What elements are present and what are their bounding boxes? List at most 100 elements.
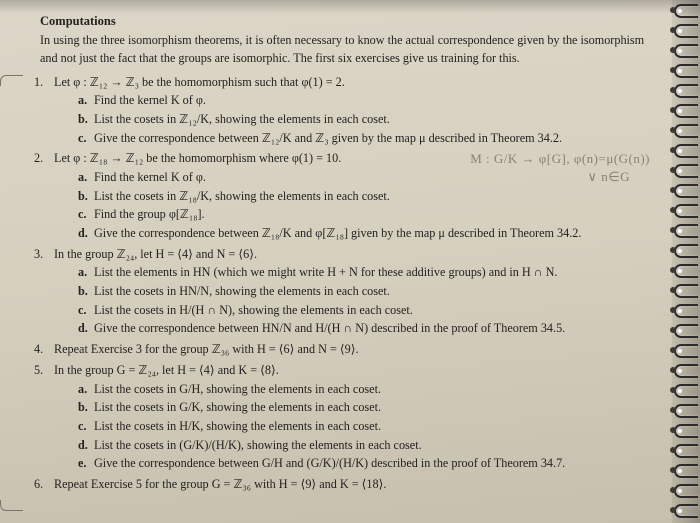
part-letter: b. bbox=[78, 399, 88, 417]
spiral-ring bbox=[674, 64, 698, 78]
exercise-1: 1. Let φ : ℤ₁₂ → ℤ₃ be the homomorphism … bbox=[34, 74, 660, 148]
textbook-page: Computations In using the three isomorph… bbox=[0, 0, 700, 523]
punch-hole bbox=[670, 127, 676, 133]
punch-hole bbox=[670, 347, 676, 353]
part-letter: e. bbox=[78, 455, 86, 473]
exercise-number: 5. bbox=[34, 362, 52, 380]
part-letter: b. bbox=[78, 188, 88, 206]
exercise-part: c. List the cosets in H/K, showing the el… bbox=[78, 418, 660, 436]
punch-hole bbox=[670, 7, 676, 13]
exercise-3: 3. In the group ℤ₂₄, let H = ⟨4⟩ and N =… bbox=[34, 246, 660, 338]
punch-hole bbox=[670, 507, 676, 513]
exercise-part: d.List the cosets in (G/K)/(H/K), showin… bbox=[78, 437, 660, 455]
spiral-ring bbox=[674, 244, 698, 258]
part-text: List the cosets in ℤ₁₈/K, showing the el… bbox=[94, 189, 390, 203]
punch-hole bbox=[670, 67, 676, 73]
part-letter: c. bbox=[78, 418, 86, 436]
exercise-stem: In the group G = ℤ₂₄, let H = ⟨4⟩ and K … bbox=[54, 363, 279, 377]
spiral-ring bbox=[674, 84, 698, 98]
exercise-4: 4. Repeat Exercise 3 for the group ℤ₃₆ w… bbox=[34, 341, 660, 359]
punch-hole bbox=[670, 167, 676, 173]
punch-hole bbox=[670, 47, 676, 53]
spiral-ring bbox=[674, 484, 698, 498]
exercise-part: c. List the cosets in H/(H ∩ N), showing … bbox=[78, 302, 660, 320]
spiral-ring bbox=[674, 324, 698, 338]
punch-hole bbox=[670, 87, 676, 93]
exercise-part: d.Give the correspondence between HN/N a… bbox=[78, 320, 660, 338]
spiral-ring bbox=[674, 304, 698, 318]
part-text: Find the kernel K of φ. bbox=[94, 170, 206, 184]
part-letter: c. bbox=[78, 130, 86, 148]
handwriting-annotation: ∨ n∈G bbox=[588, 168, 630, 187]
exercise-part: b. List the cosets in ℤ₁₈/K, showing the … bbox=[78, 188, 660, 206]
section-heading: Computations bbox=[40, 12, 660, 30]
intro-paragraph: In using the three isomorphism theorems,… bbox=[40, 32, 660, 67]
exercise-part: b.List the cosets in G/K, showing the el… bbox=[78, 399, 660, 417]
exercise-part: a. Find the kernel K of φ. bbox=[78, 92, 660, 110]
spiral-ring bbox=[674, 204, 698, 218]
part-letter: a. bbox=[78, 92, 87, 110]
exercise-number: 6. bbox=[34, 476, 52, 494]
spiral-ring bbox=[674, 444, 698, 458]
part-text: List the cosets in HN/N, showing the ele… bbox=[94, 284, 390, 298]
spiral-ring bbox=[674, 404, 698, 418]
punch-hole bbox=[670, 227, 676, 233]
spiral-ring bbox=[674, 504, 698, 518]
punch-hole bbox=[670, 107, 676, 113]
spiral-ring bbox=[674, 344, 698, 358]
spiral-ring bbox=[674, 384, 698, 398]
exercise-part: b.List the cosets in ℤ₁₂/K, showing the … bbox=[78, 111, 660, 129]
exercise-5: 5. In the group G = ℤ₂₄, let H = ⟨4⟩ and… bbox=[34, 362, 660, 473]
exercise-stem: Let φ : ℤ₁₈ → ℤ₁₂ be the homomorphism wh… bbox=[54, 151, 341, 165]
exercise-stem: Let φ : ℤ₁₂ → ℤ₃ be the homomorphism suc… bbox=[54, 75, 345, 89]
exercise-part: b.List the cosets in HN/N, showing the e… bbox=[78, 283, 660, 301]
punch-hole bbox=[670, 447, 676, 453]
part-letter: a. bbox=[78, 381, 87, 399]
spiral-ring bbox=[674, 284, 698, 298]
exercise-part: a. Find the kernel K of φ. bbox=[78, 169, 660, 187]
punch-hole bbox=[670, 207, 676, 213]
part-text: List the cosets in (G/K)/(H/K), showing … bbox=[94, 438, 422, 452]
part-text: Give the correspondence between G/H and … bbox=[94, 456, 565, 470]
exercise-part: c.Find the group φ[ℤ₁₈]. bbox=[78, 206, 660, 224]
exercise-part: c.Give the correspondence between ℤ₁₂/K … bbox=[78, 130, 660, 148]
punch-hole bbox=[670, 27, 676, 33]
spiral-ring bbox=[674, 424, 698, 438]
punch-hole bbox=[670, 487, 676, 493]
part-text: Find the group φ[ℤ₁₈]. bbox=[94, 207, 205, 221]
part-letter: a. bbox=[78, 169, 87, 187]
part-letter: c. bbox=[78, 302, 86, 320]
spiral-binding bbox=[672, 0, 700, 523]
part-text: Find the kernel K of φ. bbox=[94, 93, 206, 107]
part-text: List the cosets in G/H, showing the elem… bbox=[94, 382, 381, 396]
part-text: List the cosets in ℤ₁₂/K, showing the el… bbox=[94, 112, 390, 126]
part-text: List the cosets in H/K, showing the elem… bbox=[94, 419, 381, 433]
exercise-stem: Repeat Exercise 3 for the group ℤ₃₆ with… bbox=[54, 342, 359, 356]
spiral-ring bbox=[674, 24, 698, 38]
exercise-part: a.List the elements in HN (which we migh… bbox=[78, 264, 660, 282]
spiral-ring bbox=[674, 44, 698, 58]
punch-hole bbox=[670, 247, 676, 253]
exercise-number: 1. bbox=[34, 74, 52, 92]
spiral-ring bbox=[674, 4, 698, 18]
spiral-ring bbox=[674, 184, 698, 198]
exercise-part: e. Give the correspondence between G/H an… bbox=[78, 455, 660, 473]
part-text: List the cosets in H/(H ∩ N), showing th… bbox=[94, 303, 413, 317]
exercise-stem: In the group ℤ₂₄, let H = ⟨4⟩ and N = ⟨6… bbox=[54, 247, 257, 261]
spiral-ring bbox=[674, 364, 698, 378]
part-letter: d. bbox=[78, 225, 88, 243]
punch-hole bbox=[670, 267, 676, 273]
part-text: Give the correspondence between ℤ₁₈/K an… bbox=[94, 226, 581, 240]
exercise-number: 2. bbox=[34, 150, 52, 168]
spiral-ring bbox=[674, 104, 698, 118]
punch-hole bbox=[670, 187, 676, 193]
punch-hole bbox=[670, 407, 676, 413]
part-text: List the elements in HN (which we might … bbox=[94, 265, 557, 279]
exercise-number: 3. bbox=[34, 246, 52, 264]
part-letter: d. bbox=[78, 320, 88, 338]
punch-hole bbox=[670, 387, 676, 393]
punch-hole bbox=[670, 427, 676, 433]
spiral-ring bbox=[674, 164, 698, 178]
spiral-ring bbox=[674, 224, 698, 238]
exercise-6: 6. Repeat Exercise 5 for the group G = ℤ… bbox=[34, 476, 660, 494]
